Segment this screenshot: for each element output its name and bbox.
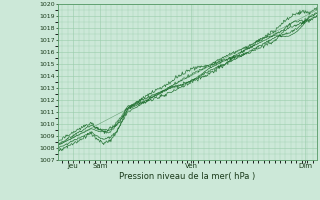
X-axis label: Pression niveau de la mer( hPa ): Pression niveau de la mer( hPa ) bbox=[119, 172, 255, 181]
